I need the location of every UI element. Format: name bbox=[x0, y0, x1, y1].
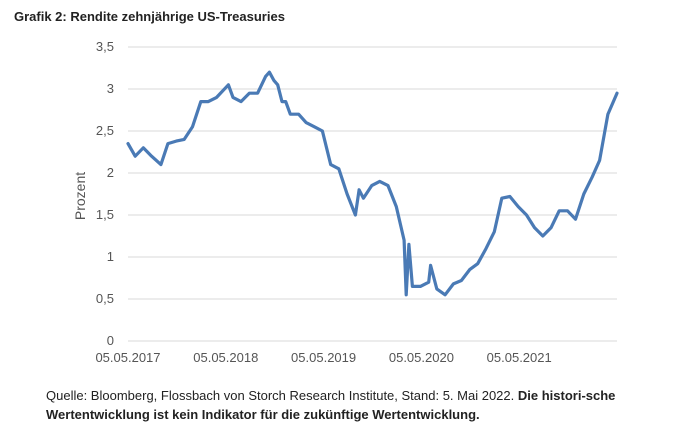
source-note: Quelle: Bloomberg, Flossbach von Storch … bbox=[46, 388, 515, 403]
chart-title: Grafik 2: Rendite zehnjährige US-Treasur… bbox=[14, 9, 285, 24]
y-tick-label: 3 bbox=[107, 81, 114, 96]
x-axis-ticks: 05.05.2017 05.05.2018 05.05.2019 05.05.2020… bbox=[95, 350, 551, 365]
y-tick-label: 1,5 bbox=[96, 207, 114, 222]
x-tick-label: 05.05.2021 bbox=[487, 350, 552, 365]
y-tick-label: 0 bbox=[107, 333, 114, 348]
y-tick-label: 0,5 bbox=[96, 291, 114, 306]
x-tick-label: 05.05.2018 bbox=[193, 350, 258, 365]
series-line bbox=[126, 70, 619, 297]
y-tick-label: 2 bbox=[107, 165, 114, 180]
footer-note: Quelle: Bloomberg, Flossbach von Storch … bbox=[46, 386, 646, 424]
line-chart: 00,511,522,533,5 05.05.2017 05.05.2018 05.… bbox=[72, 39, 619, 365]
y-tick-label: 2,5 bbox=[96, 123, 114, 138]
y-axis-ticks: 0 0,5 1 1,5 2 2,5 3 3,5 bbox=[96, 39, 114, 348]
x-tick-label: 05.05.2017 bbox=[95, 350, 160, 365]
y-axis-label: Prozent bbox=[72, 172, 88, 220]
y-tick-label: 1 bbox=[107, 249, 114, 264]
x-tick-label: 05.05.2019 bbox=[291, 350, 356, 365]
disclaimer-note: Die histori-sche Wertentwicklung ist kei… bbox=[46, 388, 616, 422]
y-tick-label: 3,5 bbox=[96, 39, 114, 54]
x-tick-label: 05.05.2020 bbox=[389, 350, 454, 365]
gridlines bbox=[128, 46, 617, 300]
